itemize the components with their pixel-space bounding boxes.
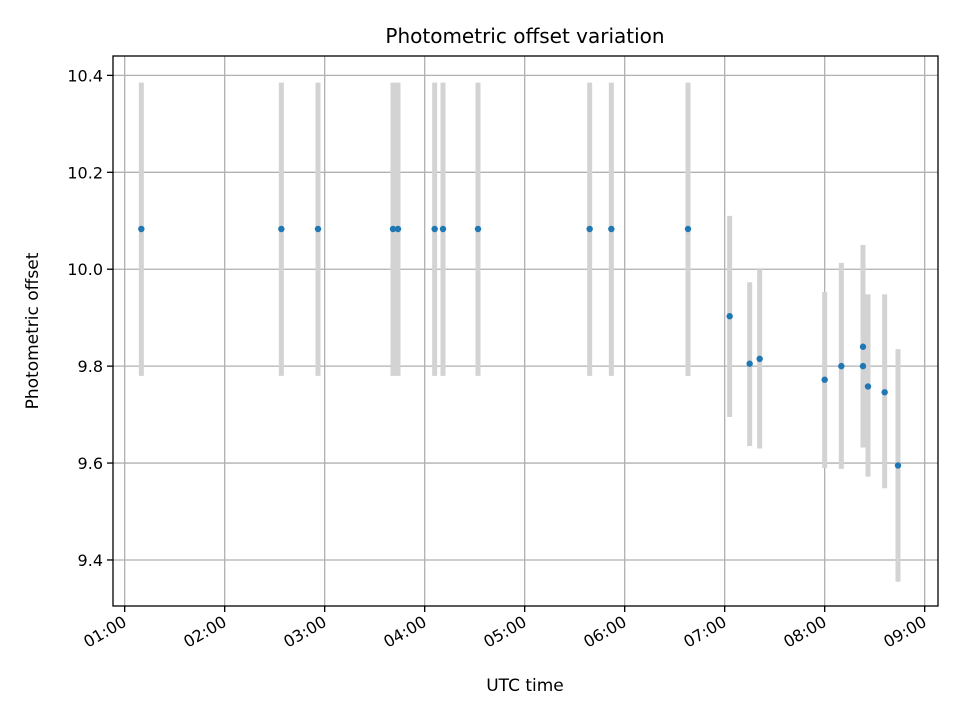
data-point: [756, 355, 763, 363]
data-point: [394, 225, 402, 233]
data-point: [864, 383, 872, 390]
data-point: [314, 225, 322, 233]
data-points: [138, 225, 902, 469]
data-point: [389, 225, 397, 233]
data-point: [439, 225, 447, 233]
y-tick-label: 9.6: [78, 454, 103, 473]
grid-lines: [113, 56, 938, 606]
data-point: [838, 362, 845, 370]
y-axis-ticks: 9.4 9.6 9.8 10.0 10.2 10.4: [67, 66, 113, 570]
data-point: [859, 343, 867, 350]
y-tick-label: 9.8: [78, 357, 103, 376]
data-point: [138, 225, 145, 233]
data-point: [726, 313, 733, 320]
y-tick-label: 10.4: [67, 66, 103, 85]
plot-frame: [112, 55, 939, 607]
y-axis-label: Photometric offset: [23, 252, 43, 409]
y-tick-label: 10.2: [67, 163, 103, 182]
y-tick-label: 9.4: [78, 551, 103, 570]
chart-title: Photometric offset variation: [385, 24, 664, 48]
data-point: [746, 360, 753, 367]
data-point: [608, 225, 615, 233]
data-point: [881, 389, 888, 396]
data-point: [474, 225, 482, 233]
data-point: [894, 462, 902, 469]
data-point: [859, 362, 867, 370]
data-point: [684, 225, 692, 233]
data-point: [431, 225, 438, 233]
x-axis-label: UTC time: [486, 676, 564, 696]
data-point: [821, 376, 828, 383]
data-point: [586, 225, 593, 233]
data-point: [278, 225, 285, 233]
y-tick-label: 10.0: [67, 260, 103, 279]
